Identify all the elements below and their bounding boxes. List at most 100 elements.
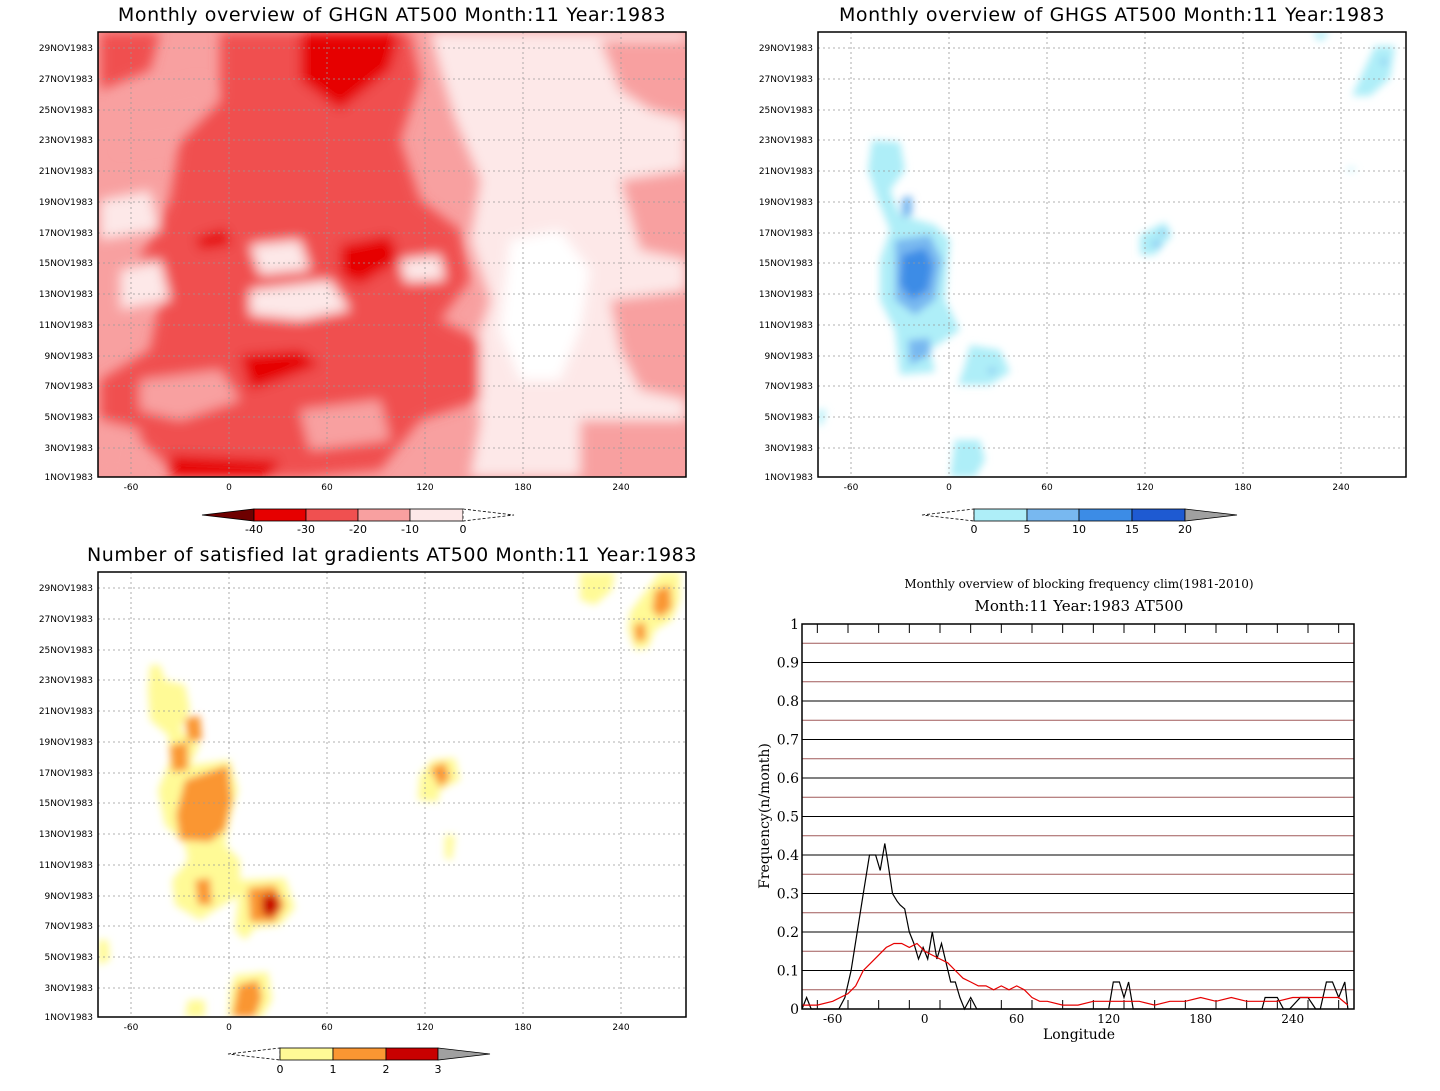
colorbar-swatch <box>227 1047 281 1061</box>
x-tick-label: 120 <box>416 483 433 493</box>
x-tick-label: -60 <box>844 483 859 493</box>
gradients-y-tick-labels: 1NOV1983 3NOV1983 5NOV1983 7NOV1983 9NOV… <box>39 584 93 1023</box>
colorbar-swatch <box>437 1047 491 1061</box>
y-tick-label: 15NOV1983 <box>39 799 93 809</box>
ghgn-colorbar: -40 -30 -20 -10 0 <box>201 508 515 536</box>
x-tick-label: 180 <box>514 1023 531 1033</box>
y-tick-label: 21NOV1983 <box>39 707 93 717</box>
y-tick-label: 21NOV1983 <box>759 167 813 177</box>
y-tick-label: 5NOV1983 <box>45 953 93 963</box>
x-tick-label: 240 <box>612 1023 629 1033</box>
y-tick-label: 0.3 <box>777 887 799 903</box>
y-tick-label: 5NOV1983 <box>45 413 93 423</box>
x-tick-label: 180 <box>514 483 531 493</box>
y-tick-label: 23NOV1983 <box>39 136 93 146</box>
x-tick-label: 60 <box>321 1023 333 1033</box>
y-tick-label: 0.8 <box>777 694 799 710</box>
blocking-x-axis-label: Longitude <box>1043 1027 1115 1043</box>
colorbar-label: -10 <box>401 523 419 536</box>
x-tick-label: 60 <box>321 483 333 493</box>
colorbar-swatch <box>462 508 515 522</box>
x-tick-label: 0 <box>946 483 952 493</box>
y-tick-label: 3NOV1983 <box>45 984 93 994</box>
x-tick-label: 240 <box>1281 1012 1304 1026</box>
y-tick-label: 11NOV1983 <box>39 321 93 331</box>
ghgn-y-tick-labels: 1NOV1983 3NOV1983 5NOV1983 7NOV1983 9NOV… <box>39 44 93 483</box>
colorbar-label: 5 <box>1024 523 1031 536</box>
blocking-subtitle: Month:11 Year:1983 AT500 <box>975 597 1184 615</box>
y-tick-label: 23NOV1983 <box>39 676 93 686</box>
blocking-y-axis-label: Frequency(n/month) <box>757 743 773 889</box>
gradients-plot-frame <box>97 571 687 1018</box>
y-tick-label: 27NOV1983 <box>759 75 813 85</box>
y-tick-label: 25NOV1983 <box>759 106 813 116</box>
x-tick-label: 0 <box>226 483 232 493</box>
colorbar-label: 0 <box>277 1063 284 1076</box>
y-tick-label: 0.1 <box>777 964 799 980</box>
x-tick-label: 0 <box>226 1023 232 1033</box>
y-tick-label: 19NOV1983 <box>759 198 813 208</box>
y-tick-label: 7NOV1983 <box>45 382 93 392</box>
x-tick-label: 120 <box>1097 1012 1120 1026</box>
colorbar-label: 2 <box>383 1063 390 1076</box>
x-tick-label: 240 <box>1332 483 1349 493</box>
colorbar-swatch <box>921 508 975 522</box>
colorbar-swatch <box>409 508 464 522</box>
gradients-x-tick-labels: -60 0 60 120 180 240 <box>124 1023 630 1033</box>
y-tick-label: 7NOV1983 <box>45 922 93 932</box>
y-tick-label: 1NOV1983 <box>45 1013 93 1023</box>
y-tick-label: 0.6 <box>777 771 799 787</box>
y-tick-label: 0.5 <box>777 810 799 826</box>
ghgs-colorbar: 0 5 10 15 20 <box>921 508 1238 536</box>
colorbar-swatch <box>973 508 1028 522</box>
y-tick-label: 7NOV1983 <box>765 382 813 392</box>
gradients-colorbar: 0 1 2 3 <box>227 1047 491 1076</box>
x-tick-label: -60 <box>124 1023 139 1033</box>
series-line-red <box>802 942 1349 1006</box>
ghgs-x-tick-labels: -60 0 60 120 180 240 <box>844 483 1350 493</box>
y-tick-label: 19NOV1983 <box>39 738 93 748</box>
blocking-ticks: 0 0.1 0.2 0.3 0.4 0.5 0.6 0.7 0.8 0.9 1 -60 0 60 120 18… <box>777 617 1340 1026</box>
y-tick-label: 21NOV1983 <box>39 167 93 177</box>
x-tick-label: 0 <box>921 1012 929 1026</box>
x-tick-label: 180 <box>1189 1012 1212 1026</box>
gradients-panel: Number of satisfied lat gradients AT500 … <box>39 544 697 1076</box>
y-tick-label: 0.9 <box>777 656 799 672</box>
y-tick-label: 29NOV1983 <box>39 584 93 594</box>
y-tick-label: 23NOV1983 <box>759 136 813 146</box>
y-tick-label: 0 <box>790 1002 799 1018</box>
colorbar-swatch <box>1078 508 1133 522</box>
colorbar-label: 20 <box>1178 523 1192 536</box>
x-tick-label: -60 <box>823 1012 842 1026</box>
y-tick-label: 1NOV1983 <box>765 473 813 483</box>
y-tick-label: 3NOV1983 <box>45 444 93 454</box>
blocking-title: Monthly overview of blocking frequency c… <box>904 577 1253 591</box>
colorbar-label: -30 <box>297 523 315 536</box>
series-line-black <box>801 843 1349 1011</box>
colorbar-label: 10 <box>1072 523 1086 536</box>
y-tick-label: 0.2 <box>777 925 799 941</box>
blocking-plot-frame <box>801 623 1355 1010</box>
x-tick-label: -60 <box>124 483 139 493</box>
blocking-panel: Monthly overview of blocking frequency c… <box>757 577 1355 1043</box>
y-tick-label: 9NOV1983 <box>765 352 813 362</box>
colorbar-swatch <box>305 508 359 522</box>
y-tick-label: 17NOV1983 <box>39 229 93 239</box>
y-tick-label: 29NOV1983 <box>39 44 93 54</box>
gradients-field <box>98 572 686 1017</box>
y-tick-label: 11NOV1983 <box>39 861 93 871</box>
ghgs-panel: Monthly overview of GHGS AT500 Month:11 … <box>759 4 1407 536</box>
gradients-title: Number of satisfied lat gradients AT500 … <box>87 544 697 566</box>
colorbar-swatch <box>279 1047 334 1061</box>
colorbar-swatch <box>253 508 307 522</box>
blocking-gridlines <box>802 642 1354 991</box>
y-tick-label: 1 <box>790 617 799 633</box>
y-tick-label: 9NOV1983 <box>45 352 93 362</box>
ghgs-title: Monthly overview of GHGS AT500 Month:11 … <box>839 4 1385 26</box>
colorbar-swatch <box>357 508 411 522</box>
y-tick-label: 29NOV1983 <box>759 44 813 54</box>
colorbar-label: -40 <box>245 523 263 536</box>
y-tick-label: 19NOV1983 <box>39 198 93 208</box>
colorbar-swatch <box>1131 508 1186 522</box>
